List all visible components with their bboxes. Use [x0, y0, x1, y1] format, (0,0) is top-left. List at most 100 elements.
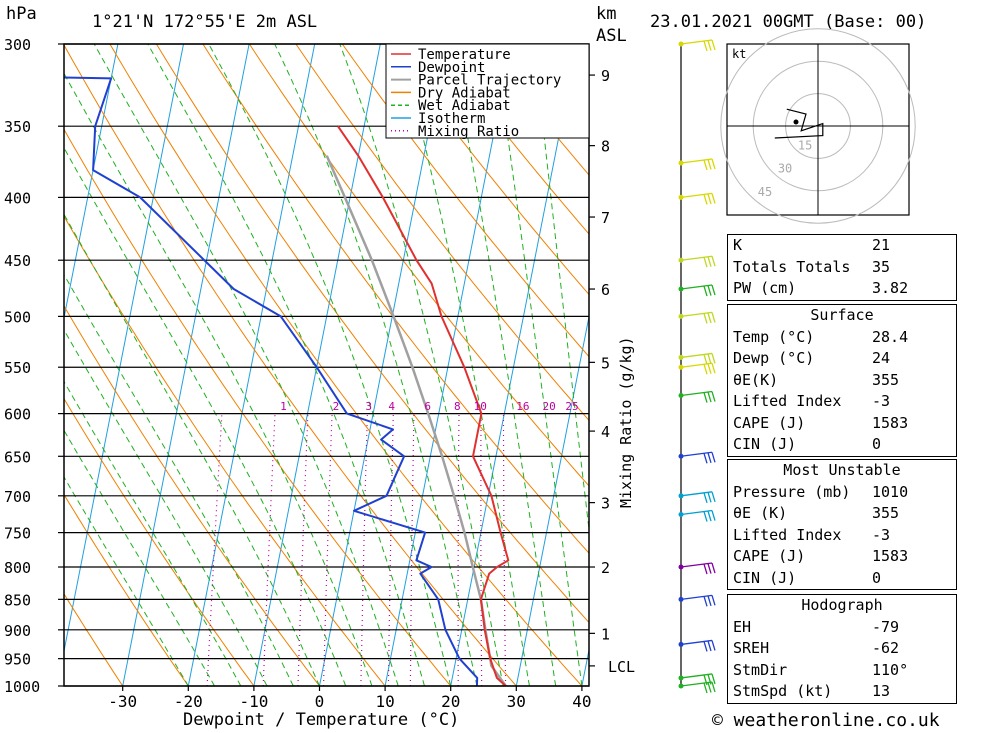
wind-barb-flag [707, 312, 712, 324]
surface-table: Surface Temp (°C) 28.4 Dewp (°C) 24 θE(K) 355 L… [727, 304, 957, 457]
wind-barb-flag [711, 681, 716, 693]
wind-barb [678, 352, 716, 365]
hodograph-ring-label: 45 [758, 185, 772, 199]
row-key: CIN (J) [733, 568, 797, 587]
isotherm-line [384, 44, 512, 686]
table-row: Lifted Index -3 [728, 525, 956, 547]
pressure-tick-label: 800 [4, 559, 31, 577]
wind-barb-flag [703, 392, 708, 403]
hodograph-unit-label: kt [732, 47, 746, 61]
wind-barb-flag [711, 353, 716, 364]
table-row: CAPE (J) 1583 [728, 413, 956, 435]
wet-adiabat-line [64, 429, 215, 686]
isotherm-line [515, 314, 589, 686]
pressure-tick-label: 400 [4, 189, 31, 207]
mixing-ratio-label: 2 [333, 400, 340, 413]
wind-barb [678, 311, 716, 324]
wind-barb [678, 509, 716, 522]
wind-barb [678, 192, 716, 205]
km-tick-label: 5 [601, 354, 610, 372]
row-key: θE (K) [733, 504, 788, 522]
mixing-ratio-label: 8 [454, 400, 461, 413]
wet-adiabat-line [93, 44, 399, 686]
wind-barb-flag [711, 673, 716, 685]
wind-barb-shaft [680, 39, 713, 45]
table-row: K 21 [728, 235, 956, 257]
wind-barb-shaft [680, 673, 713, 679]
table-title: Most Unstable [783, 461, 901, 479]
wind-barb-flag [703, 511, 708, 522]
row-value: 13 [872, 682, 891, 700]
temp-tick-label: -10 [239, 692, 268, 711]
wind-barb-flag [707, 492, 712, 503]
wind-barb-flag [703, 453, 708, 464]
table-row: StmDir 110° [728, 660, 956, 682]
dewpoint-line [64, 76, 479, 686]
location-title: 1°21'N 172°55'E 2m ASL [92, 12, 318, 32]
row-key: Lifted Index [733, 392, 842, 410]
table-title: Surface [810, 306, 874, 324]
dry-adiabat-line [64, 593, 124, 686]
table-row: Temp (°C) 28.4 [728, 327, 956, 349]
row-key: θE(K) [733, 370, 779, 389]
km-tick-label: 1 [601, 625, 610, 643]
row-value: -3 [872, 525, 891, 544]
wind-barb [678, 673, 716, 686]
mixing-ratio-label: 10 [474, 400, 487, 413]
wind-barb-flag [711, 39, 716, 51]
table-row: θE (K) 355 [728, 503, 956, 525]
wind-barb-flag [711, 312, 716, 323]
wind-barb-flag [707, 285, 712, 296]
row-value: 35 [872, 257, 891, 276]
row-value: -3 [872, 392, 891, 410]
lcl-label: LCL [608, 658, 635, 676]
dry-adiabat-line [64, 493, 189, 686]
pressure-tick-label: 700 [4, 488, 31, 506]
wind-barb-flag [703, 194, 708, 205]
wind-barb-shaft [680, 158, 713, 164]
wind-barb-flag [703, 313, 708, 324]
pressure-tick-label: 350 [4, 118, 31, 136]
legend-label: Isotherm [418, 111, 485, 127]
wet-adiabat-line [208, 44, 452, 686]
wind-barb-flag [707, 452, 712, 463]
wind-barbs [678, 39, 716, 694]
wind-barb-flag [707, 510, 712, 522]
wind-barb [678, 451, 716, 464]
row-value: 355 [872, 504, 900, 522]
wind-barb-shaft [680, 390, 713, 397]
wind-barb [678, 562, 716, 575]
row-value: 24 [872, 349, 891, 367]
isotherm-line [64, 44, 184, 654]
km-label: km [596, 4, 617, 24]
table-row: θE(K) 355 [728, 370, 956, 392]
wind-barb [678, 594, 716, 607]
wind-barb-shaft [680, 491, 713, 497]
wind-barb-flag [711, 562, 716, 574]
wet-adiabat-line [274, 44, 478, 686]
row-key: K [733, 236, 743, 254]
wet-adiabat-line [533, 44, 589, 534]
km-tick-label: 8 [601, 138, 610, 156]
mixing-ratio-line [387, 413, 394, 686]
wind-barb-flag [711, 452, 716, 463]
hodograph-ring-label: 15 [798, 138, 812, 152]
wet-adiabat-line [64, 213, 320, 686]
row-value: 1583 [872, 547, 909, 565]
wind-barb-shaft [680, 451, 713, 457]
wind-barb [678, 390, 716, 403]
wind-barb-flag [707, 353, 712, 365]
wind-barb-shaft [680, 352, 713, 359]
pressure-tick-label: 900 [4, 622, 31, 640]
km-tick-label: 9 [601, 67, 610, 85]
temp-tick-label: 0 [315, 692, 325, 711]
row-key: Totals Totals [733, 257, 851, 276]
table-row: CIN (J) 0 [728, 434, 956, 456]
row-value: 3.82 [872, 279, 909, 297]
wind-barb-shaft [680, 255, 713, 261]
pressure-tick-label: 450 [4, 252, 31, 270]
pressure-tick-label: 650 [4, 448, 31, 466]
km-tick-label: 6 [601, 281, 610, 299]
pressure-tick-label: 600 [4, 406, 31, 424]
